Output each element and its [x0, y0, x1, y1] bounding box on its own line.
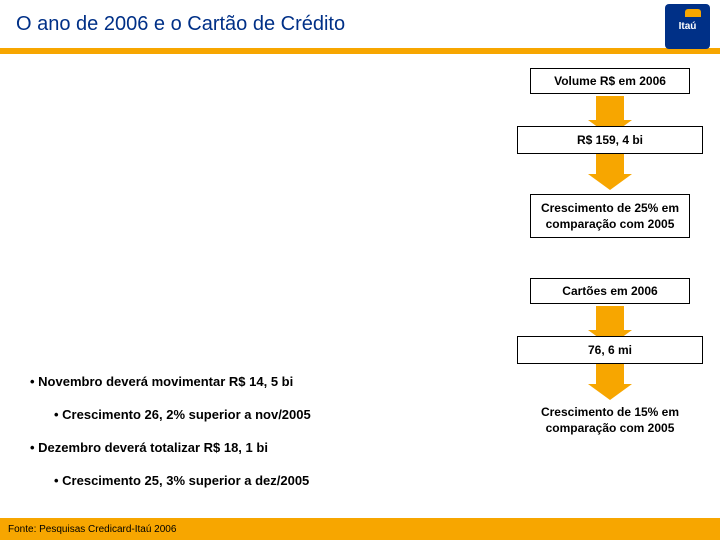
- cards-value-text: 76, 6 mi: [588, 343, 632, 357]
- bullet-dez-growth: • Crescimento 25, 3% superior a dez/2005: [54, 473, 311, 488]
- arrow-head-icon: [588, 384, 632, 400]
- logo: Itaú: [665, 4, 710, 49]
- bullet-nov-text: Novembro deverá movimentar R$ 14, 5 bi: [38, 374, 293, 389]
- footer-bar: Fonte: Pesquisas Credicard-Itaú 2006: [0, 518, 720, 540]
- source-text: Fonte: Pesquisas Credicard-Itaú 2006: [8, 524, 176, 535]
- bullet-dez: • Dezembro deverá totalizar R$ 18, 1 bi: [30, 440, 311, 455]
- bullet-dez-text: Dezembro deverá totalizar R$ 18, 1 bi: [38, 440, 268, 455]
- bullet-list: • Novembro deverá movimentar R$ 14, 5 bi…: [30, 374, 311, 506]
- cards-title-box: Cartões em 2006: [530, 278, 690, 304]
- bullet-nov: • Novembro deverá movimentar R$ 14, 5 bi: [30, 374, 311, 389]
- page-title: O ano de 2006 e o Cartão de Crédito: [16, 13, 345, 36]
- arrow-down-icon: [596, 306, 624, 330]
- content: Volume R$ em 2006 R$ 159, 4 bi Crescimen…: [0, 54, 720, 534]
- volume-growth-box: Crescimento de 25% em comparação com 200…: [530, 194, 690, 238]
- volume-value-text: R$ 159, 4 bi: [577, 133, 643, 147]
- volume-title-box: Volume R$ em 2006: [530, 68, 690, 94]
- cards-growth-text: Crescimento de 15% em comparação com 200…: [541, 405, 679, 435]
- cards-title-text: Cartões em 2006: [562, 284, 657, 298]
- cards-value-box: 76, 6 mi: [517, 336, 703, 364]
- logo-text: Itaú: [679, 21, 697, 32]
- cards-growth-box: Crescimento de 15% em comparação com 200…: [530, 404, 690, 436]
- arrow-down-icon: [596, 362, 624, 384]
- arrow-down-icon: [596, 96, 624, 120]
- bullet-dez-growth-text: Crescimento 25, 3% superior a dez/2005: [62, 473, 309, 488]
- volume-growth-text: Crescimento de 25% em comparação com 200…: [541, 201, 679, 231]
- bullet-nov-growth: • Crescimento 26, 2% superior a nov/2005: [54, 407, 311, 422]
- volume-title-text: Volume R$ em 2006: [554, 74, 666, 88]
- arrow-down-icon: [596, 152, 624, 174]
- header: O ano de 2006 e o Cartão de Crédito Itaú: [0, 0, 720, 48]
- bullet-nov-growth-text: Crescimento 26, 2% superior a nov/2005: [62, 407, 311, 422]
- arrow-head-icon: [588, 174, 632, 190]
- volume-value-box: R$ 159, 4 bi: [517, 126, 703, 154]
